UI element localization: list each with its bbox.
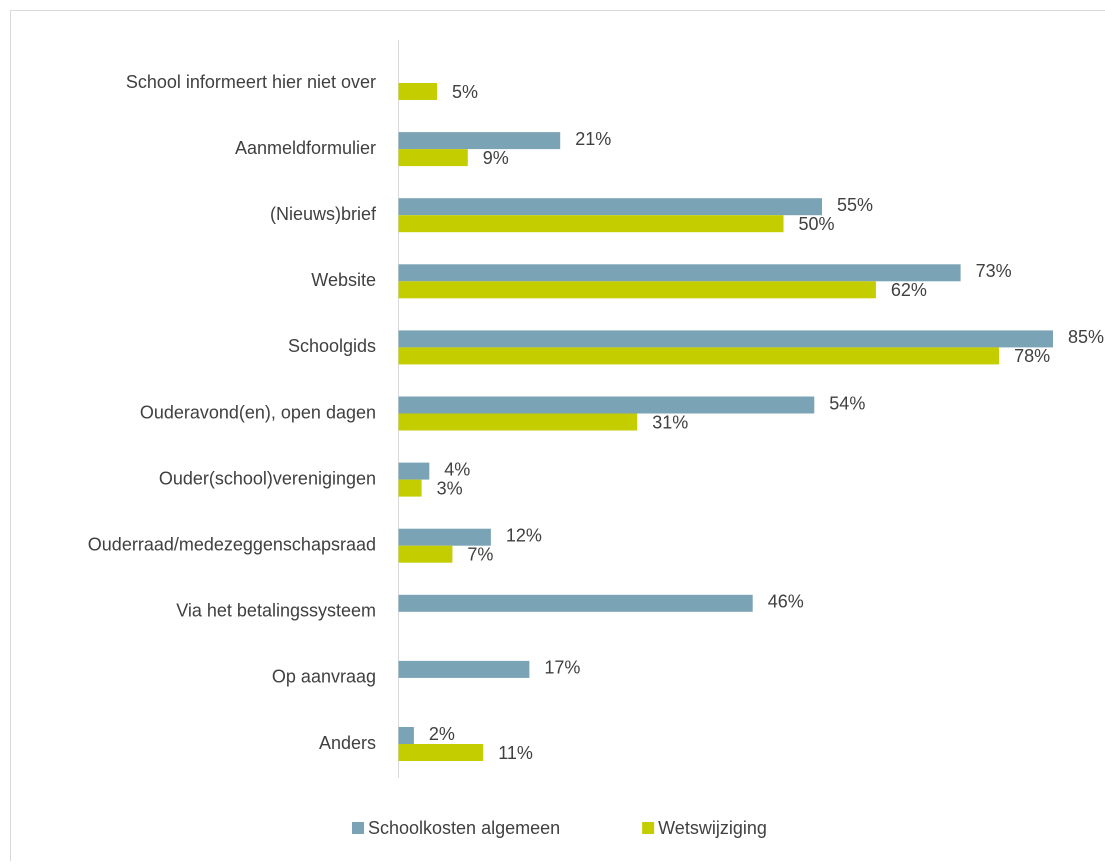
data-label: 85% <box>1068 327 1104 347</box>
category-label: Aanmeldformulier <box>235 138 376 158</box>
category-label: Via het betalingssysteem <box>176 601 376 621</box>
data-label: 21% <box>575 129 611 149</box>
data-label: 17% <box>544 658 580 678</box>
bar <box>399 132 561 149</box>
bar <box>399 727 414 744</box>
bar <box>399 347 1000 364</box>
data-label: 46% <box>768 592 804 612</box>
data-label: 4% <box>444 459 470 479</box>
data-label: 9% <box>483 148 509 168</box>
data-label: 2% <box>429 724 455 744</box>
legend-label: Schoolkosten algemeen <box>368 818 560 838</box>
legend-swatch <box>352 822 364 834</box>
bar <box>399 480 422 497</box>
category-label: Website <box>311 270 376 290</box>
category-label: School informeert hier niet over <box>126 72 376 92</box>
data-label: 5% <box>452 82 478 102</box>
data-label: 73% <box>976 261 1012 281</box>
category-label: Anders <box>319 733 376 753</box>
category-label: Ouderavond(en), open dagen <box>140 402 376 422</box>
data-label: 78% <box>1014 346 1050 366</box>
legend-label: Wetswijziging <box>658 818 767 838</box>
bar <box>399 330 1054 347</box>
category-label: Schoolgids <box>288 336 376 356</box>
bar <box>399 83 438 100</box>
data-label: 50% <box>799 214 835 234</box>
category-label: Ouder(school)verenigingen <box>159 468 376 488</box>
bar <box>399 661 530 678</box>
data-label: 55% <box>837 195 873 215</box>
bar <box>399 546 453 563</box>
bar <box>399 744 484 761</box>
data-label: 11% <box>498 743 533 763</box>
bar <box>399 414 638 431</box>
legend-swatch <box>642 822 654 834</box>
category-label: (Nieuws)brief <box>270 204 377 224</box>
data-label: 7% <box>467 544 493 564</box>
bar <box>399 529 491 546</box>
bar <box>399 198 823 215</box>
bar <box>399 215 784 232</box>
bar <box>399 149 468 166</box>
bar <box>399 264 961 281</box>
data-label: 62% <box>891 280 927 300</box>
bar <box>399 397 815 414</box>
data-label: 54% <box>829 393 865 413</box>
bar <box>399 463 430 480</box>
category-label: Ouderraad/medezeggenschapsraad <box>88 534 376 554</box>
category-label: Op aanvraag <box>272 667 376 687</box>
data-label: 31% <box>652 412 688 432</box>
data-label: 12% <box>506 525 542 545</box>
data-label: 3% <box>437 478 463 498</box>
bar <box>399 281 876 298</box>
bar <box>399 595 753 612</box>
